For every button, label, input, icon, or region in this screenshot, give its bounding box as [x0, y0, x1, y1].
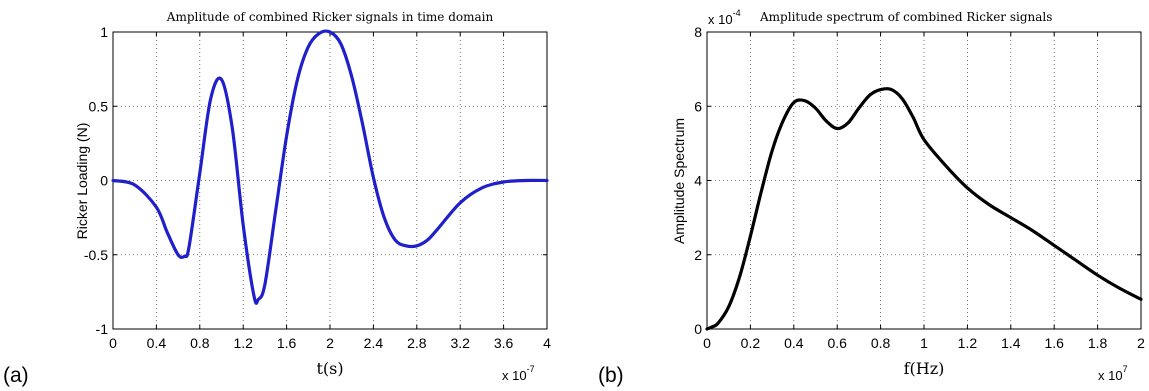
- y-tick-label: 0: [694, 321, 702, 337]
- y-tick-label: 1: [100, 24, 108, 40]
- x-tick-label: 1.4: [1001, 335, 1021, 351]
- chart-a-series: [111, 29, 549, 305]
- chart-a-x-axis-label: t(s): [316, 359, 343, 378]
- chart-a-x-exponent-base: x 10: [502, 368, 527, 383]
- chart-a-x-exponent: x 10-7: [502, 364, 535, 383]
- chart-b-series: [705, 87, 1143, 331]
- chart-b-y-exponent-power: -4: [733, 8, 741, 18]
- y-tick-label: -1: [96, 321, 109, 337]
- y-tick-label: 6: [694, 98, 702, 114]
- y-tick-label: 0: [100, 173, 108, 189]
- chart-a: 0 0.4 0.8 1.2 1.6 2 2.4 2.8 3.2 3.6 4 -1-0.500.51 …: [3, 10, 551, 387]
- x-tick-label: 0.6: [827, 335, 847, 351]
- x-tick-label: 0.2: [741, 335, 761, 351]
- chart-b-grid: [707, 32, 1141, 329]
- y-tick-label: 0.5: [89, 98, 109, 114]
- x-tick-label: 1.6: [277, 335, 297, 351]
- y-tick-label: 4: [694, 173, 702, 189]
- x-tick-label: 0.4: [147, 335, 167, 351]
- y-tick-label: -0.5: [84, 247, 108, 263]
- chart-a-y-axis-label: Ricker Loading (N): [74, 123, 90, 240]
- x-tick-label: 2: [1137, 335, 1145, 351]
- x-tick-label: 1: [920, 335, 928, 351]
- chart-b-x-axis-label: f(Hz): [904, 359, 945, 378]
- chart-a-grid: [113, 32, 547, 329]
- x-tick-label: 1.6: [1044, 335, 1064, 351]
- chart-b-y-exponent-base: x 10: [708, 12, 733, 27]
- x-tick-label: 4: [543, 335, 551, 351]
- chart-b-y-exponent: x 10-4: [708, 8, 741, 27]
- chart-a-x-exponent-power: -7: [527, 364, 535, 374]
- series-line: [705, 87, 1143, 331]
- x-tick-label: 2.8: [407, 335, 427, 351]
- chart-b-x-tick-labels: 0 0.2 0.4 0.6 0.8 1 1.2 1.4 1.6 1.8 2: [703, 335, 1145, 351]
- chart-b-x-exponent: x 107: [1098, 364, 1128, 383]
- panel-label-a: (a): [3, 364, 29, 387]
- series-line: [111, 29, 549, 305]
- chart-a-y-tick-labels: -1 -0.5 0 0.5 1: [84, 24, 108, 337]
- chart-b-x-exponent-base: x 10: [1098, 368, 1123, 383]
- x-tick-label: 1.2: [958, 335, 978, 351]
- chart-a-x-tick-labels: 0 0.4 0.8 1.2 1.6 2 2.4 2.8 3.2 3.6 4: [109, 335, 551, 351]
- x-tick-label: 0.8: [871, 335, 891, 351]
- y-tick-label: 8: [694, 24, 702, 40]
- chart-b-y-tick-labels: 0 2 4 6 8: [694, 24, 702, 337]
- x-tick-label: 2: [326, 335, 334, 351]
- chart-b-x-exponent-power: 7: [1123, 364, 1128, 374]
- x-tick-label: 0: [109, 335, 117, 351]
- chart-b-title: Amplitude spectrum of combined Ricker si…: [759, 10, 1052, 24]
- x-tick-label: 1.8: [1088, 335, 1108, 351]
- x-tick-label: 3.6: [494, 335, 514, 351]
- panel-label-b: (b): [598, 364, 624, 387]
- x-tick-label: 0.4: [784, 335, 804, 351]
- x-tick-label: 3.2: [450, 335, 470, 351]
- x-tick-label: 2.4: [364, 335, 384, 351]
- x-tick-label: 1.2: [233, 335, 253, 351]
- chart-a-title: Amplitude of combined Ricker signals in …: [166, 10, 494, 24]
- y-tick-label: 2: [694, 247, 702, 263]
- chart-b-y-axis-label: Amplitude Spectrum: [671, 118, 687, 244]
- x-tick-label: 0: [703, 335, 711, 351]
- x-tick-label: 0.8: [190, 335, 210, 351]
